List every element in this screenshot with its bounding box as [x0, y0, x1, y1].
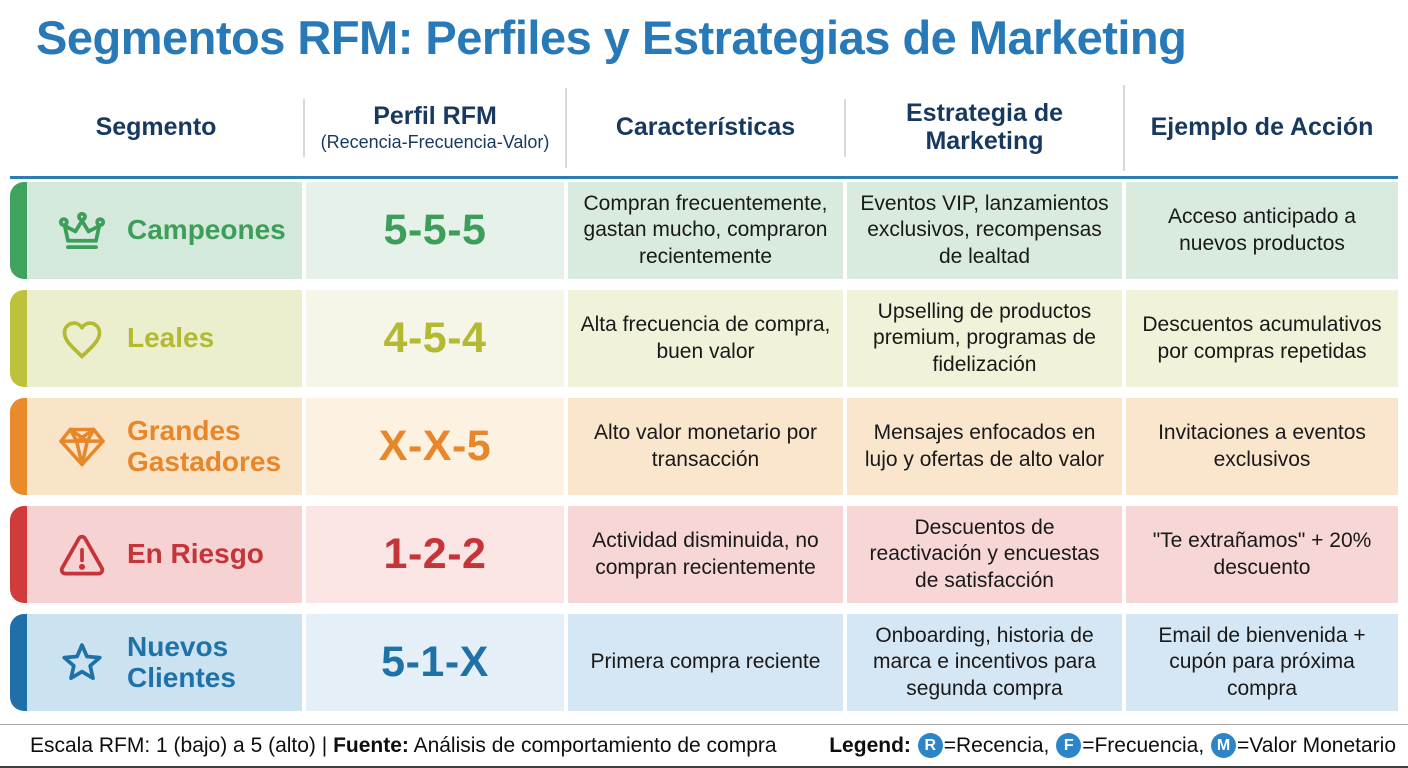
column-header-estrategia: Estrategia de Marketing: [847, 85, 1125, 171]
estrategia-cell: Upselling de productos premium, programa…: [847, 290, 1122, 387]
segment-label: Leales: [127, 322, 215, 354]
rfm-profile-cell: 1-2-2: [306, 506, 564, 603]
footer-legend: Legend: R =Recencia, F =Frecuencia, M =Valo…: [829, 733, 1396, 758]
table-row: Grandes Gastadores X-X-5 Alto valor mone…: [10, 398, 1398, 495]
footer-divider: [0, 724, 1408, 725]
legend-label: Legend:: [829, 733, 917, 757]
legend-r-badge: R: [917, 733, 943, 758]
table-header-row: Segmento Perfil RFM (Recencia-Frecuencia…: [10, 82, 1398, 172]
column-header-caracteristicas: Características: [568, 99, 846, 157]
ejemplo-cell: Acceso anticipado a nuevos productos: [1126, 182, 1398, 279]
caracteristicas-cell: Actividad disminuida, no compran recient…: [568, 506, 843, 603]
caracteristicas-cell: Compran frecuentemente, gastan mucho, co…: [568, 182, 843, 279]
table-row: Nuevos Clientes 5-1-X Primera compra rec…: [10, 614, 1398, 711]
caracteristicas-cell: Primera compra reciente: [568, 614, 843, 711]
row-accent-bar: [10, 506, 27, 603]
page-title: Segmentos RFM: Perfiles y Estrategias de…: [36, 11, 1187, 64]
segment-cell: Nuevos Clientes: [10, 614, 302, 711]
warning-icon: [54, 527, 110, 583]
star-icon: [54, 635, 110, 691]
rfm-profile-cell: 5-5-5: [306, 182, 564, 279]
estrategia-cell: Onboarding, historia de marca e incentiv…: [847, 614, 1122, 711]
column-header-segmento: Segmento: [10, 99, 305, 157]
legend-m-badge: M: [1211, 733, 1237, 758]
bottom-edge-line: [0, 766, 1408, 768]
diamond-icon: [54, 419, 110, 475]
segment-cell: En Riesgo: [10, 506, 302, 603]
row-accent-bar: [10, 290, 27, 387]
fuente-label: Fuente:: [333, 733, 409, 757]
rfm-profile-cell: X-X-5: [306, 398, 564, 495]
segment-label: En Riesgo: [127, 538, 264, 570]
crown-icon: [54, 203, 110, 259]
caracteristicas-cell: Alto valor monetario por transacción: [568, 398, 843, 495]
heart-icon: [54, 311, 110, 367]
estrategia-cell: Eventos VIP, lanzamientos exclusivos, re…: [847, 182, 1122, 279]
segment-label: Nuevos Clientes: [127, 631, 236, 693]
header-divider: [10, 176, 1398, 179]
ejemplo-cell: Invitaciones a eventos exclusivos: [1126, 398, 1398, 495]
table-row: Leales 4-5-4 Alta frecuencia de compra, …: [10, 290, 1398, 387]
perfil-rfm-subtitle: (Recencia-Frecuencia-Valor): [320, 131, 550, 152]
column-header-ejemplo: Ejemplo de Acción: [1150, 113, 1374, 141]
footer: Escala RFM: 1 (bajo) a 5 (alto) | Fuente…: [0, 725, 1408, 758]
row-accent-bar: [10, 398, 27, 495]
ejemplo-cell: Email de bienvenida + cupón para próxima…: [1126, 614, 1398, 711]
rfm-profile-cell: 5-1-X: [306, 614, 564, 711]
perfil-rfm-title: Perfil RFM: [373, 101, 497, 130]
table-row: Campeones 5-5-5 Compran frecuentemente, …: [10, 182, 1398, 279]
estrategia-cell: Mensajes enfocados en lujo y ofertas de …: [847, 398, 1122, 495]
table-row: En Riesgo 1-2-2 Actividad disminuida, no…: [10, 506, 1398, 603]
caracteristicas-cell: Alta frecuencia de compra, buen valor: [568, 290, 843, 387]
segment-label: Grandes Gastadores: [127, 415, 282, 477]
segment-cell: Leales: [10, 290, 302, 387]
segment-label: Campeones: [127, 214, 286, 246]
row-accent-bar: [10, 614, 27, 711]
segment-cell: Grandes Gastadores: [10, 398, 302, 495]
legend-f-badge: F: [1056, 733, 1082, 758]
footer-source-note: Escala RFM: 1 (bajo) a 5 (alto) | Fuente…: [30, 733, 777, 757]
column-header-perfil-rfm: Perfil RFM (Recencia-Frecuencia-Valor): [306, 87, 567, 168]
row-accent-bar: [10, 182, 27, 279]
rfm-profile-cell: 4-5-4: [306, 290, 564, 387]
segment-cell: Campeones: [10, 182, 302, 279]
ejemplo-cell: Descuentos acumulativos por compras repe…: [1126, 290, 1398, 387]
estrategia-cell: Descuentos de reactivación y encuestas d…: [847, 506, 1122, 603]
ejemplo-cell: "Te extrañamos" + 20% descuento: [1126, 506, 1398, 603]
